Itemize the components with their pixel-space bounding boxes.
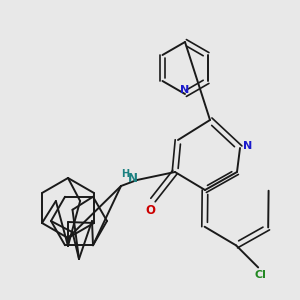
Text: N: N: [243, 141, 253, 151]
Text: Cl: Cl: [254, 270, 266, 280]
Text: O: O: [145, 203, 155, 217]
Text: H: H: [121, 169, 129, 179]
Text: N: N: [180, 85, 190, 95]
Text: N: N: [128, 172, 138, 185]
